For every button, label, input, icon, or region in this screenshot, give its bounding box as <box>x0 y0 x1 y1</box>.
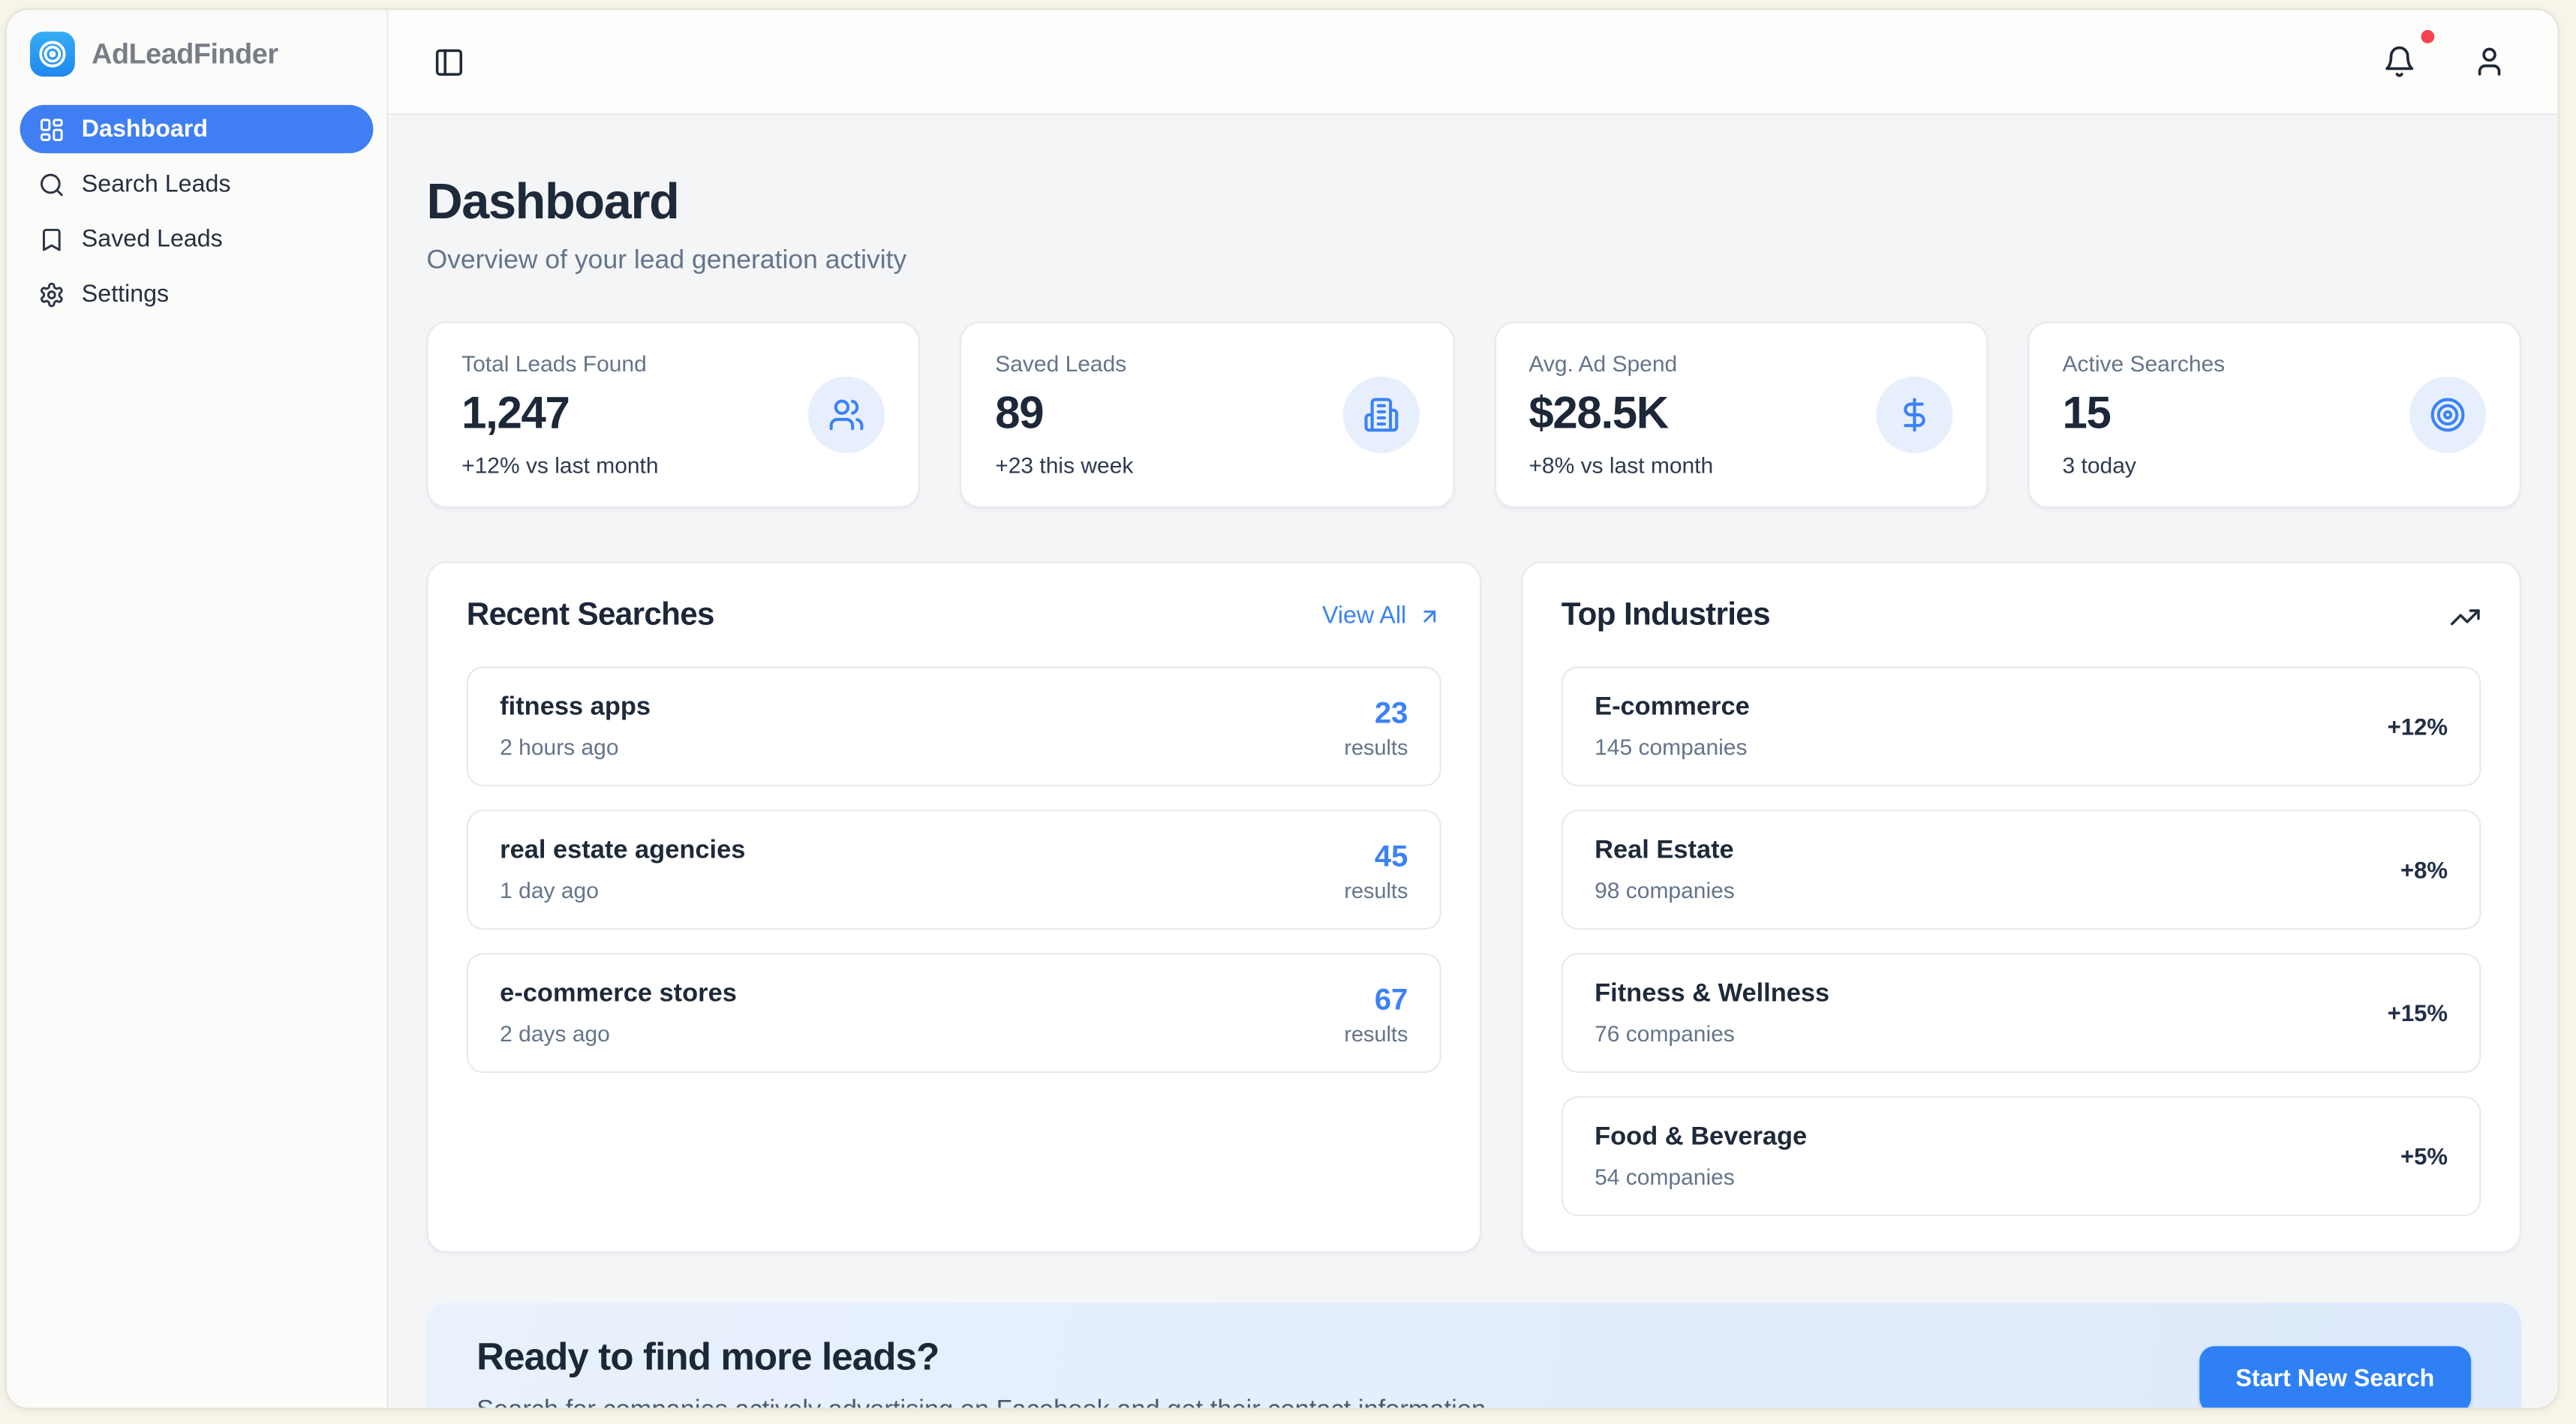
industry-companies: 54 companies <box>1595 1164 1735 1190</box>
industry-growth: +15% <box>2387 999 2448 1026</box>
stat-delta: 3 today <box>2062 453 2136 479</box>
page-subtitle: Overview of your lead generation activit… <box>426 246 907 275</box>
industry-item[interactable]: E-commerce 145 companies +12% <box>1561 666 2481 787</box>
search-query: e-commerce stores <box>500 979 737 1008</box>
main-column: Dashboard Overview of your lead generati… <box>388 10 2558 1408</box>
recent-search-item[interactable]: fitness apps 2 hours ago 23 results <box>466 666 1441 787</box>
stat-value: 15 <box>2062 388 2112 439</box>
app-logo-target-icon <box>29 32 75 77</box>
main-content: Dashboard Overview of your lead generati… <box>388 115 2557 1408</box>
recent-searches-title: Recent Searches <box>466 598 715 633</box>
sidebar-item-saved-leads[interactable]: Saved Leads <box>20 215 374 263</box>
stat-label: Avg. Ad Spend <box>1528 351 1678 377</box>
stat-value: 1,247 <box>461 388 570 439</box>
top-industries-title: Top Industries <box>1561 598 1771 633</box>
sidebar-item-settings[interactable]: Settings <box>20 270 374 318</box>
cta-banner: Ready to find more leads? Search for com… <box>426 1302 2521 1408</box>
search-icon <box>38 171 65 198</box>
stat-card-avg-ad-spend: Avg. Ad Spend $28.5K +8% vs last month <box>1493 321 1988 509</box>
industry-name: Food & Beverage <box>1595 1122 1808 1152</box>
industry-name: Fitness & Wellness <box>1595 979 1830 1008</box>
industry-companies: 76 companies <box>1595 1021 1735 1047</box>
stats-row: Total Leads Found 1,247 +12% vs last mon… <box>426 321 2521 509</box>
industry-name: E-commerce <box>1595 692 1750 722</box>
stat-value: 89 <box>995 388 1044 439</box>
user-menu-button[interactable] <box>2466 38 2512 85</box>
sidebar-item-search-leads[interactable]: Search Leads <box>20 160 374 208</box>
industry-item[interactable]: Real Estate 98 companies +8% <box>1561 810 2481 930</box>
industry-companies: 145 companies <box>1595 735 1748 760</box>
content-columns: Recent Searches View All fitness apps <box>426 561 2521 1253</box>
sidebar: AdLeadFinder Dashboard Search Leads <box>6 10 389 1408</box>
search-query: real estate agencies <box>500 836 746 865</box>
trending-up-icon <box>2449 601 2481 632</box>
search-time: 1 day ago <box>500 878 599 903</box>
stat-card-saved-leads: Saved Leads 89 +23 this week <box>960 321 1454 509</box>
dollar-icon <box>1875 376 1952 454</box>
industry-item[interactable]: Fitness & Wellness 76 companies +15% <box>1561 953 2481 1074</box>
result-count: 23 <box>1374 695 1408 729</box>
top-industries-card: Top Industries E-commerce 145 companies … <box>1521 561 2521 1253</box>
search-time: 2 hours ago <box>500 735 619 760</box>
users-icon <box>808 376 885 454</box>
bell-icon <box>2382 45 2415 78</box>
stat-label: Active Searches <box>2062 351 2226 377</box>
start-new-search-button[interactable]: Start New Search <box>2199 1346 2472 1408</box>
stat-delta: +23 this week <box>995 453 1134 479</box>
sidebar-item-label: Search Leads <box>81 170 231 198</box>
sidebar-item-label: Saved Leads <box>81 225 223 253</box>
result-unit: results <box>1344 877 1408 903</box>
topbar-actions <box>2376 29 2513 85</box>
sidebar-item-dashboard[interactable]: Dashboard <box>20 104 374 154</box>
recent-search-item[interactable]: e-commerce stores 2 days ago 67 results <box>466 953 1441 1074</box>
sidebar-item-label: Settings <box>81 281 170 308</box>
notifications-button[interactable] <box>2376 29 2435 85</box>
stat-delta: +12% vs last month <box>461 453 659 479</box>
gear-icon <box>38 281 65 308</box>
stat-value: $28.5K <box>1528 388 1669 439</box>
topbar <box>388 10 2558 116</box>
cta-title: Ready to find more leads? <box>476 1334 939 1378</box>
stat-label: Saved Leads <box>995 351 1127 377</box>
view-all-link[interactable]: View All <box>1322 603 1441 629</box>
user-icon <box>2472 45 2505 78</box>
industry-growth: +5% <box>2400 1143 2448 1170</box>
industry-name: Real Estate <box>1595 836 1734 865</box>
result-unit: results <box>1344 734 1408 759</box>
stat-delta: +8% vs last month <box>1528 453 1714 479</box>
stat-card-active-searches: Active Searches 15 3 today <box>2027 321 2521 509</box>
result-count: 67 <box>1374 982 1408 1016</box>
bookmark-icon <box>38 226 65 253</box>
notification-dot <box>2421 29 2435 44</box>
industry-growth: +8% <box>2400 856 2448 883</box>
sidebar-nav: Dashboard Search Leads Saved Leads <box>20 104 374 318</box>
industry-item[interactable]: Food & Beverage 54 companies +5% <box>1561 1096 2481 1217</box>
industry-growth: +12% <box>2387 713 2448 740</box>
brand: AdLeadFinder <box>20 32 374 77</box>
cta-subtitle: Search for companies actively advertisin… <box>476 1392 1486 1408</box>
stat-label: Total Leads Found <box>461 351 647 377</box>
sidebar-toggle-button[interactable] <box>426 39 471 84</box>
stat-card-total-leads: Total Leads Found 1,247 +12% vs last mon… <box>426 321 921 509</box>
target-icon <box>2409 376 2487 454</box>
result-count: 45 <box>1374 839 1408 873</box>
dashboard-icon <box>38 116 65 143</box>
brand-name: AdLeadFinder <box>92 37 278 70</box>
panel-left-icon <box>433 46 464 77</box>
search-query: fitness apps <box>500 692 651 722</box>
industry-companies: 98 companies <box>1595 878 1735 903</box>
app-window: AdLeadFinder Dashboard Search Leads <box>5 8 2559 1410</box>
search-time: 2 days ago <box>500 1021 610 1047</box>
building-icon <box>1342 376 1419 454</box>
recent-search-item[interactable]: real estate agencies 1 day ago 45 result… <box>466 810 1441 930</box>
recent-searches-card: Recent Searches View All fitness apps <box>426 561 1482 1253</box>
arrow-up-right-icon <box>1418 605 1441 628</box>
result-unit: results <box>1344 1020 1408 1046</box>
page-title: Dashboard <box>426 175 679 230</box>
sidebar-item-label: Dashboard <box>81 116 209 143</box>
